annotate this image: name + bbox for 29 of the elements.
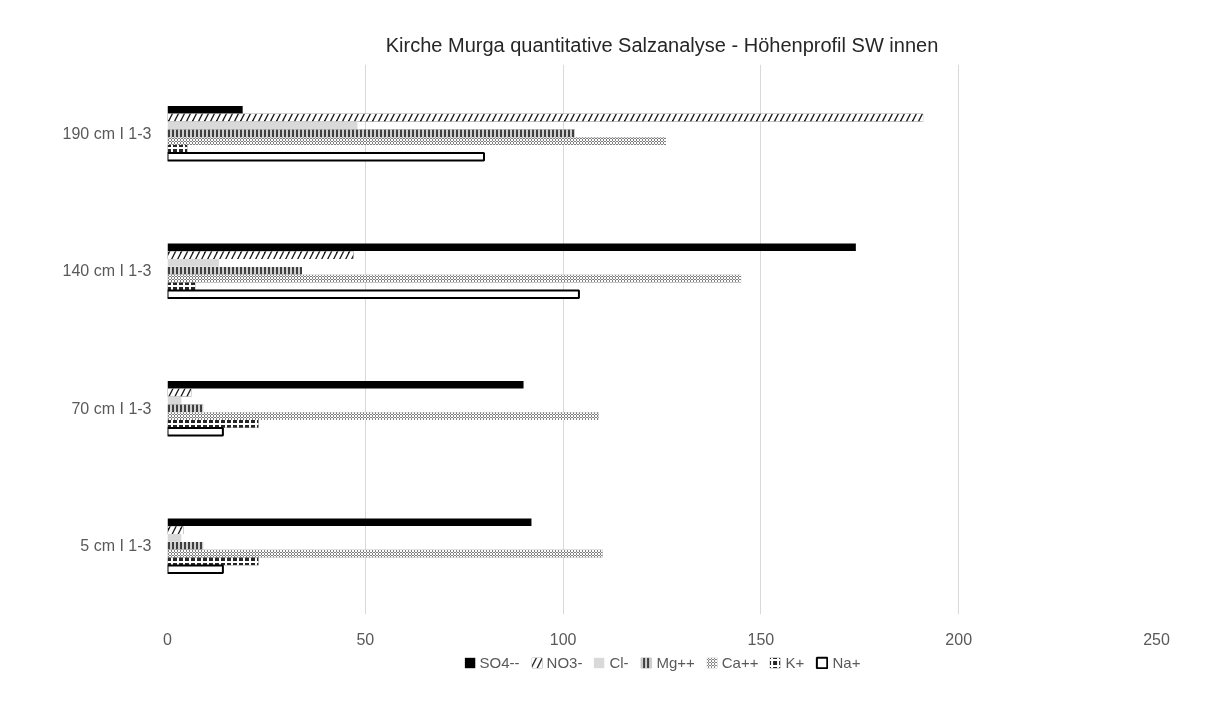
y-tick-label: 5 cm I 1-3 [80, 537, 152, 555]
legend-label: K+ [785, 654, 806, 671]
bar [167, 534, 182, 542]
y-tick-label: 70 cm I 1-3 [71, 399, 152, 417]
legend-label: Mg++ [656, 654, 695, 671]
legend-label: SO4-- [479, 654, 520, 671]
legend-label: Ca++ [721, 654, 759, 671]
bar [167, 151, 485, 162]
bar [167, 105, 243, 114]
x-tick-label: 0 [163, 630, 173, 648]
x-tick-label: 50 [356, 630, 375, 648]
legend-label: Cl- [609, 654, 630, 671]
bar [167, 380, 524, 389]
bar [167, 564, 224, 575]
y-tick-label: 140 cm I 1-3 [62, 262, 152, 280]
bar [167, 243, 856, 252]
x-tick-label: 250 [1143, 630, 1170, 648]
chart-title: Kirche Murga quantitative Salzanalyse - Höhenprofil SW innen [385, 33, 939, 56]
x-tick-label: 150 [747, 630, 775, 648]
bar [167, 289, 580, 300]
x-tick-label: 100 [549, 630, 577, 648]
x-tick-label: 200 [945, 630, 973, 648]
legend-label: Na+ [832, 654, 861, 671]
bar [167, 121, 358, 130]
y-tick-label: 190 cm I 1-3 [62, 124, 152, 142]
bar [167, 259, 219, 267]
bar [167, 426, 224, 437]
legend-label: NO3- [546, 654, 583, 671]
bar [167, 518, 532, 527]
